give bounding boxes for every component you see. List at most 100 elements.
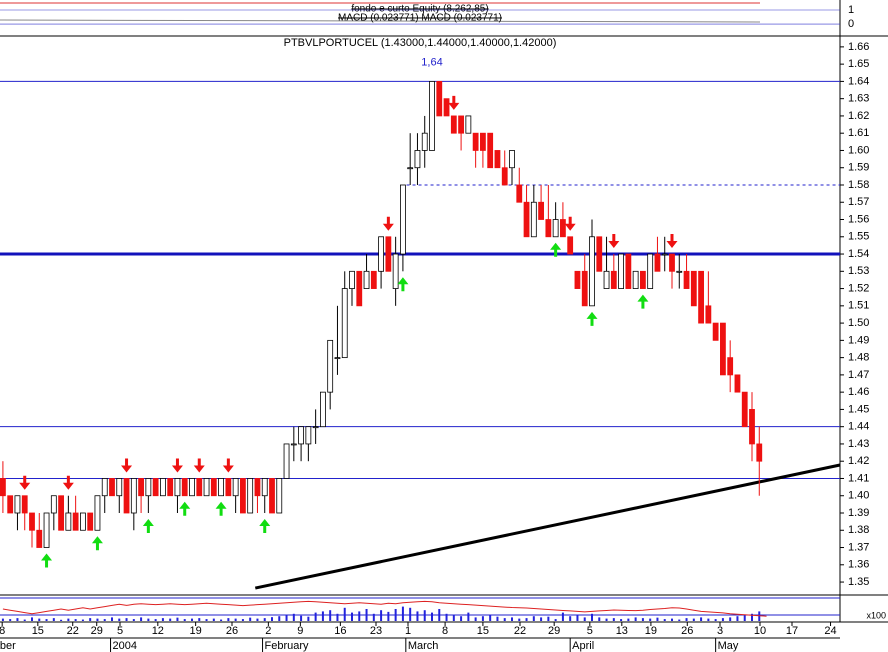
candle-body — [407, 167, 414, 170]
x-tick-label: 3 — [717, 625, 723, 637]
candle-body — [429, 81, 435, 151]
candle-body — [589, 236, 595, 307]
buy-arrow — [586, 311, 598, 326]
y-tick-label: 1.35 — [848, 576, 869, 588]
y-tick-label: 1.40 — [848, 490, 869, 502]
candle-body — [458, 115, 464, 134]
candle-body — [298, 426, 304, 445]
candle-body — [283, 443, 290, 479]
x-tick-label: 5 — [587, 625, 593, 637]
candle-body — [749, 409, 755, 445]
x-tick-label: 24 — [824, 625, 836, 637]
trendline — [254, 463, 841, 590]
candle-body — [356, 270, 363, 307]
candle-body — [487, 132, 494, 169]
y-tick-label: 1.60 — [848, 144, 869, 156]
candle-body — [341, 288, 348, 359]
candle-body — [196, 478, 203, 497]
candle-body — [378, 236, 384, 272]
candle-body — [625, 253, 632, 289]
candle-body — [443, 98, 450, 117]
candle-body — [574, 270, 581, 289]
candle-body — [174, 478, 181, 497]
level-annotation: 1,64 — [421, 56, 442, 68]
candle-body — [690, 270, 697, 307]
candle-body — [36, 529, 43, 548]
month-label: 2004 — [113, 640, 137, 652]
candle-body — [741, 391, 748, 428]
candle-body — [676, 270, 683, 273]
candle-body — [603, 270, 610, 289]
candle-body — [509, 150, 515, 169]
candle-body — [421, 132, 428, 151]
y-tick-label: 1.55 — [848, 231, 869, 243]
candle-body — [218, 478, 224, 497]
x-tick-label: 5 — [117, 625, 123, 637]
x-tick-label: 8 — [442, 625, 448, 637]
candle-body — [21, 495, 28, 514]
candle-body — [261, 478, 268, 497]
x-tick-label: 13 — [616, 625, 628, 637]
candle-body — [269, 478, 275, 514]
candle-body — [225, 478, 232, 497]
candle-body — [530, 201, 537, 238]
y-tick-label: 1.48 — [848, 352, 869, 364]
sell-arrow — [382, 216, 394, 231]
x-tick-label: 8 — [0, 625, 5, 637]
candle-body — [370, 270, 377, 289]
y-tick-label: 1.46 — [848, 386, 869, 398]
candle-body — [640, 270, 646, 289]
candle-body — [385, 236, 392, 272]
y-tick-label: 1.43 — [848, 438, 869, 450]
y-tick-label: 1.42 — [848, 455, 869, 467]
candle-body — [596, 236, 603, 272]
buy-arrow — [179, 501, 191, 516]
candle-body — [240, 478, 246, 514]
sell-arrow — [222, 458, 234, 473]
candle-body — [494, 150, 501, 169]
candle-body — [756, 443, 763, 462]
candle-body — [65, 512, 72, 531]
candle-body — [712, 322, 719, 341]
y-tick-label: 1.38 — [848, 524, 869, 536]
candle-body — [276, 478, 283, 514]
x-tick-label: 16 — [334, 625, 346, 637]
buy-arrow — [91, 536, 103, 551]
x-tick-label: 23 — [370, 625, 382, 637]
candle-body — [160, 478, 166, 497]
candle-body — [320, 391, 326, 428]
month-label: ber — [0, 640, 16, 652]
candle-body — [94, 495, 101, 531]
buy-arrow — [215, 501, 227, 516]
buy-arrow — [41, 553, 53, 568]
x-tick-label: 2 — [265, 625, 271, 637]
y-tick-label: 1.56 — [848, 213, 869, 225]
y-tick-label: 1.64 — [848, 75, 869, 87]
y-tick-label: 1.62 — [848, 110, 869, 122]
y-tick-label: 1.59 — [848, 162, 869, 174]
buy-arrow — [142, 518, 154, 533]
candle-body — [138, 478, 144, 497]
y-tick-label: 1.39 — [848, 507, 869, 519]
y-tick-label: 1.47 — [848, 369, 869, 381]
candle-body — [581, 270, 588, 307]
top-y-tick-label: 1 — [848, 4, 854, 16]
candle-body — [501, 167, 508, 186]
sell-arrow — [564, 216, 576, 231]
y-tick-label: 1.57 — [848, 196, 869, 208]
candle-body — [734, 374, 741, 393]
candle-body — [647, 253, 654, 289]
y-tick-label: 1.44 — [848, 421, 869, 433]
y-tick-label: 1.53 — [848, 265, 869, 277]
candle-body — [683, 270, 690, 289]
y-tick-label: 1.51 — [848, 300, 869, 312]
y-tick-label: 1.58 — [848, 179, 869, 191]
candle-body — [327, 339, 334, 393]
y-tick-label: 1.54 — [848, 248, 869, 260]
sell-arrow — [62, 475, 74, 490]
candle-body — [727, 357, 734, 376]
candle-body — [654, 253, 661, 272]
candle-body — [720, 322, 726, 376]
candle-body — [400, 184, 406, 255]
candle-body — [305, 426, 312, 445]
